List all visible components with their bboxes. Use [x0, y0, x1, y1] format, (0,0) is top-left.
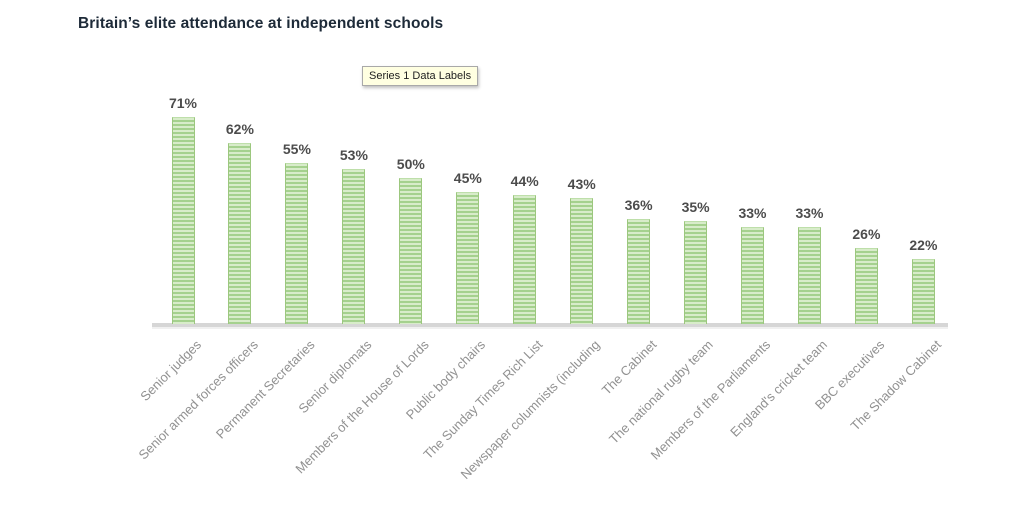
bar[interactable]	[684, 221, 708, 324]
chart-title: Britain’s elite attendance at independen…	[78, 15, 444, 32]
category-axis-label: England's cricket team	[727, 337, 831, 440]
data-label: 71%	[168, 95, 198, 111]
data-label: 33%	[795, 205, 824, 221]
data-label: 50%	[396, 156, 425, 172]
category-axis-label: The Sunday Times Rich List	[420, 337, 546, 463]
bar[interactable]	[854, 248, 878, 324]
data-label: 33%	[738, 205, 767, 221]
data-label: 26%	[852, 226, 881, 242]
bar[interactable]	[798, 227, 821, 324]
category-axis-label: The Cabinet	[598, 337, 660, 398]
bar[interactable]	[228, 143, 252, 324]
bar[interactable]	[456, 192, 480, 324]
bar[interactable]	[627, 219, 651, 324]
data-label: 36%	[624, 197, 653, 213]
data-label: 22%	[909, 237, 938, 253]
data-label: 62%	[225, 121, 254, 137]
bar[interactable]	[570, 198, 594, 324]
category-axis-label: Senior armed forces officers	[135, 337, 261, 463]
bar[interactable]	[399, 178, 423, 324]
bar[interactable]	[513, 195, 537, 324]
data-label: 35%	[681, 199, 710, 215]
data-label: 43%	[567, 176, 596, 192]
category-axis-label: Permanent Secretaries	[212, 337, 318, 442]
data-label: 53%	[339, 147, 368, 163]
data-label: 55%	[282, 141, 311, 157]
data-label: 44%	[510, 173, 539, 189]
bar[interactable]	[911, 259, 935, 324]
bar[interactable]	[285, 163, 309, 324]
bar[interactable]	[741, 227, 764, 324]
category-axis-label: The national rugby team	[606, 337, 717, 447]
bar[interactable]	[342, 169, 366, 324]
series-data-labels-tooltip: Series 1 Data Labels	[362, 66, 479, 86]
bar[interactable]	[171, 117, 195, 324]
data-label: 45%	[453, 170, 482, 186]
x-axis-line	[152, 323, 948, 327]
category-axis-label: Members of the Parliaments	[647, 337, 774, 463]
